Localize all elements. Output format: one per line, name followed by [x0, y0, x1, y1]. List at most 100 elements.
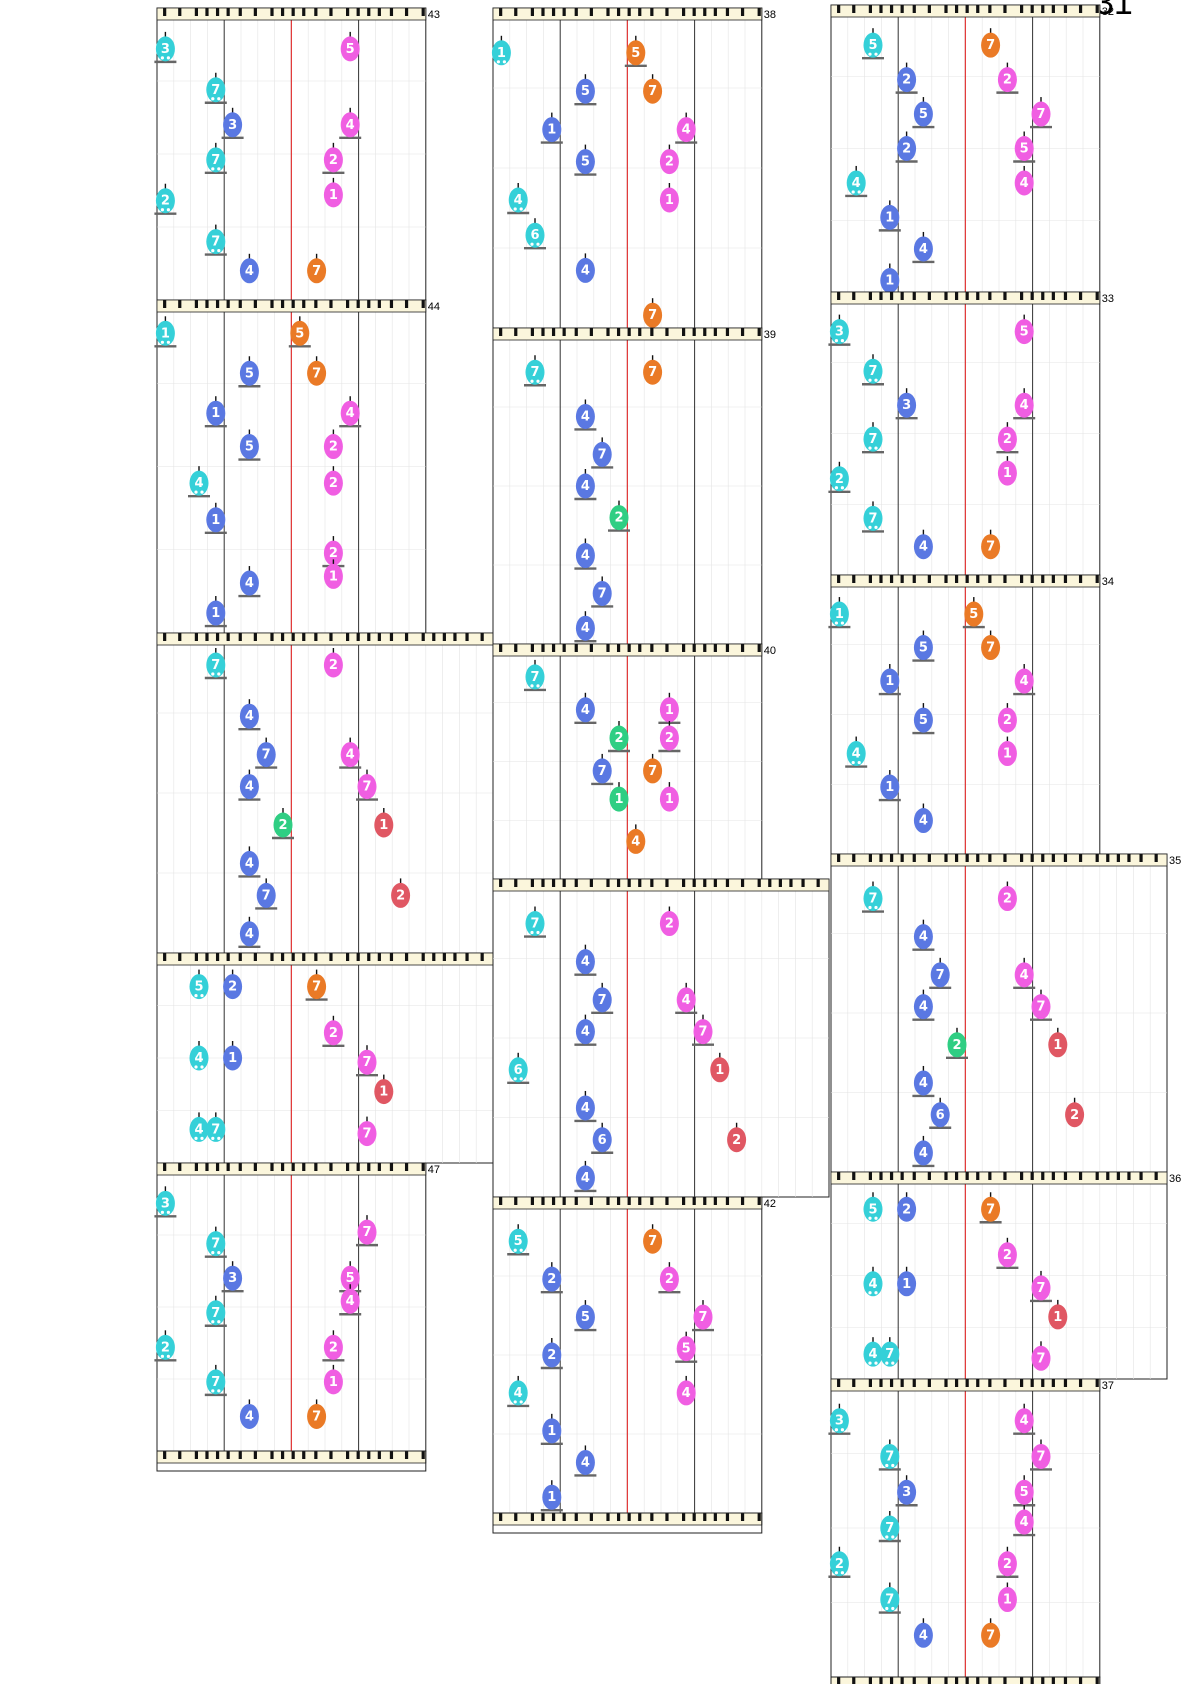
svg-text:7: 7: [986, 1202, 995, 1217]
note-2-blue: 2: [897, 1192, 917, 1222]
svg-text:4: 4: [682, 993, 691, 1008]
svg-text:1: 1: [211, 606, 220, 621]
note-7-orange: 7: [643, 753, 663, 784]
svg-text:4: 4: [919, 1000, 928, 1015]
note-1-red: 1: [1048, 1027, 1068, 1058]
svg-text:1: 1: [1003, 1593, 1012, 1608]
note-4-magenta: 4: [339, 396, 362, 428]
svg-text:4: 4: [194, 1051, 203, 1066]
svg-text:7: 7: [211, 1237, 220, 1252]
svg-text:2: 2: [161, 194, 170, 209]
svg-text:4: 4: [581, 1171, 590, 1186]
note-4-cyan: 4: [863, 1337, 883, 1367]
measure-46: 4652724171477: [156, 952, 507, 1164]
svg-text:4: 4: [581, 1455, 590, 1470]
svg-text:2: 2: [329, 476, 338, 491]
note-2-blue: 2: [895, 131, 918, 163]
svg-text:7: 7: [648, 308, 657, 323]
note-7-blue: 7: [255, 878, 278, 910]
svg-text:1: 1: [1003, 466, 1012, 481]
note-7-cyan: 7: [204, 1295, 227, 1327]
note-2-magenta: 2: [996, 1546, 1019, 1578]
note-2-magenta: 2: [658, 1262, 681, 1294]
keyboard-strip: [830, 574, 1101, 588]
svg-text:7: 7: [312, 1409, 321, 1424]
svg-text:4: 4: [1020, 176, 1029, 191]
svg-text:7: 7: [598, 993, 607, 1008]
svg-text:2: 2: [329, 1026, 338, 1041]
svg-text:1: 1: [1053, 1310, 1062, 1325]
note-5-magenta: 5: [1013, 131, 1036, 163]
note-4-magenta: 4: [339, 1284, 362, 1316]
svg-text:2: 2: [1003, 1248, 1012, 1263]
note-1-cyan: 1: [154, 316, 177, 348]
svg-text:1: 1: [211, 513, 220, 528]
svg-text:1: 1: [547, 1424, 556, 1439]
keyboard-strip: [492, 878, 830, 892]
note-4-blue: 4: [238, 916, 261, 948]
keyboard-strip: [492, 1196, 763, 1210]
svg-text:7: 7: [211, 1122, 220, 1137]
svg-text:2: 2: [161, 1340, 170, 1355]
note-7-cyan: 7: [862, 354, 884, 386]
note-1-blue: 1: [878, 664, 901, 696]
note-7-blue: 7: [591, 437, 614, 469]
keyboard-strip: [156, 7, 427, 21]
svg-text:7: 7: [362, 1055, 371, 1070]
measure-35: 35 7 2 4 7 4 4 7 2 1 4 6 2 4: [830, 853, 1181, 1173]
svg-text:2: 2: [329, 440, 338, 455]
note-7-cyan: 7: [524, 659, 546, 692]
svg-text:7: 7: [648, 365, 657, 380]
svg-text:4: 4: [1020, 1515, 1029, 1530]
svg-text:3: 3: [228, 1271, 237, 1286]
svg-text:2: 2: [665, 1272, 674, 1287]
measure-number: 44: [428, 301, 440, 313]
svg-text:7: 7: [362, 1225, 371, 1240]
note-7-cyan: 7: [862, 501, 884, 533]
svg-text:6: 6: [514, 1063, 523, 1078]
note-4-blue: 4: [912, 1135, 935, 1168]
note-5-magenta: 5: [675, 1331, 698, 1363]
note-7-orange: 7: [307, 253, 327, 284]
svg-text:1: 1: [1053, 1038, 1062, 1053]
note-7-blue: 7: [929, 957, 952, 990]
svg-text:2: 2: [1003, 432, 1012, 447]
note-5-blue: 5: [574, 74, 597, 106]
note-7-magenta: 7: [1031, 1341, 1051, 1371]
note-3-cyan: 3: [154, 31, 177, 64]
note-2-magenta: 2: [996, 62, 1019, 94]
note-4-blue: 4: [913, 803, 933, 834]
svg-text:4: 4: [245, 1409, 254, 1424]
svg-text:5: 5: [919, 107, 928, 122]
svg-text:7: 7: [648, 84, 657, 99]
svg-text:4: 4: [919, 1628, 928, 1643]
note-2-red: 2: [727, 1122, 747, 1153]
note-7-magenta: 7: [692, 1014, 714, 1046]
svg-text:7: 7: [312, 264, 321, 279]
svg-text:5: 5: [295, 326, 304, 341]
svg-text:4: 4: [1020, 968, 1029, 983]
svg-text:1: 1: [715, 1063, 724, 1078]
note-7-cyan: 7: [204, 72, 227, 104]
note-2-green: 2: [946, 1027, 968, 1060]
svg-text:3: 3: [161, 42, 170, 57]
note-2-blue: 2: [540, 1262, 563, 1294]
svg-text:2: 2: [665, 917, 674, 932]
note-1-blue: 1: [204, 596, 227, 628]
svg-text:7: 7: [1036, 1000, 1045, 1015]
note-5-blue: 5: [912, 97, 935, 129]
svg-text:2: 2: [835, 472, 844, 487]
measure-number: 36: [1169, 1173, 1181, 1185]
note-4-blue: 4: [574, 1014, 597, 1046]
note-4-blue: 4: [913, 529, 933, 560]
svg-text:4: 4: [581, 621, 590, 636]
note-3-blue: 3: [221, 1261, 244, 1293]
svg-text:1: 1: [161, 326, 170, 341]
note-1-red: 1: [374, 1074, 394, 1105]
svg-text:3: 3: [835, 1414, 844, 1429]
svg-text:5: 5: [245, 366, 254, 381]
note-5-cyan: 5: [507, 1224, 530, 1256]
svg-text:7: 7: [211, 1306, 220, 1321]
note-7-orange: 7: [307, 1399, 327, 1429]
